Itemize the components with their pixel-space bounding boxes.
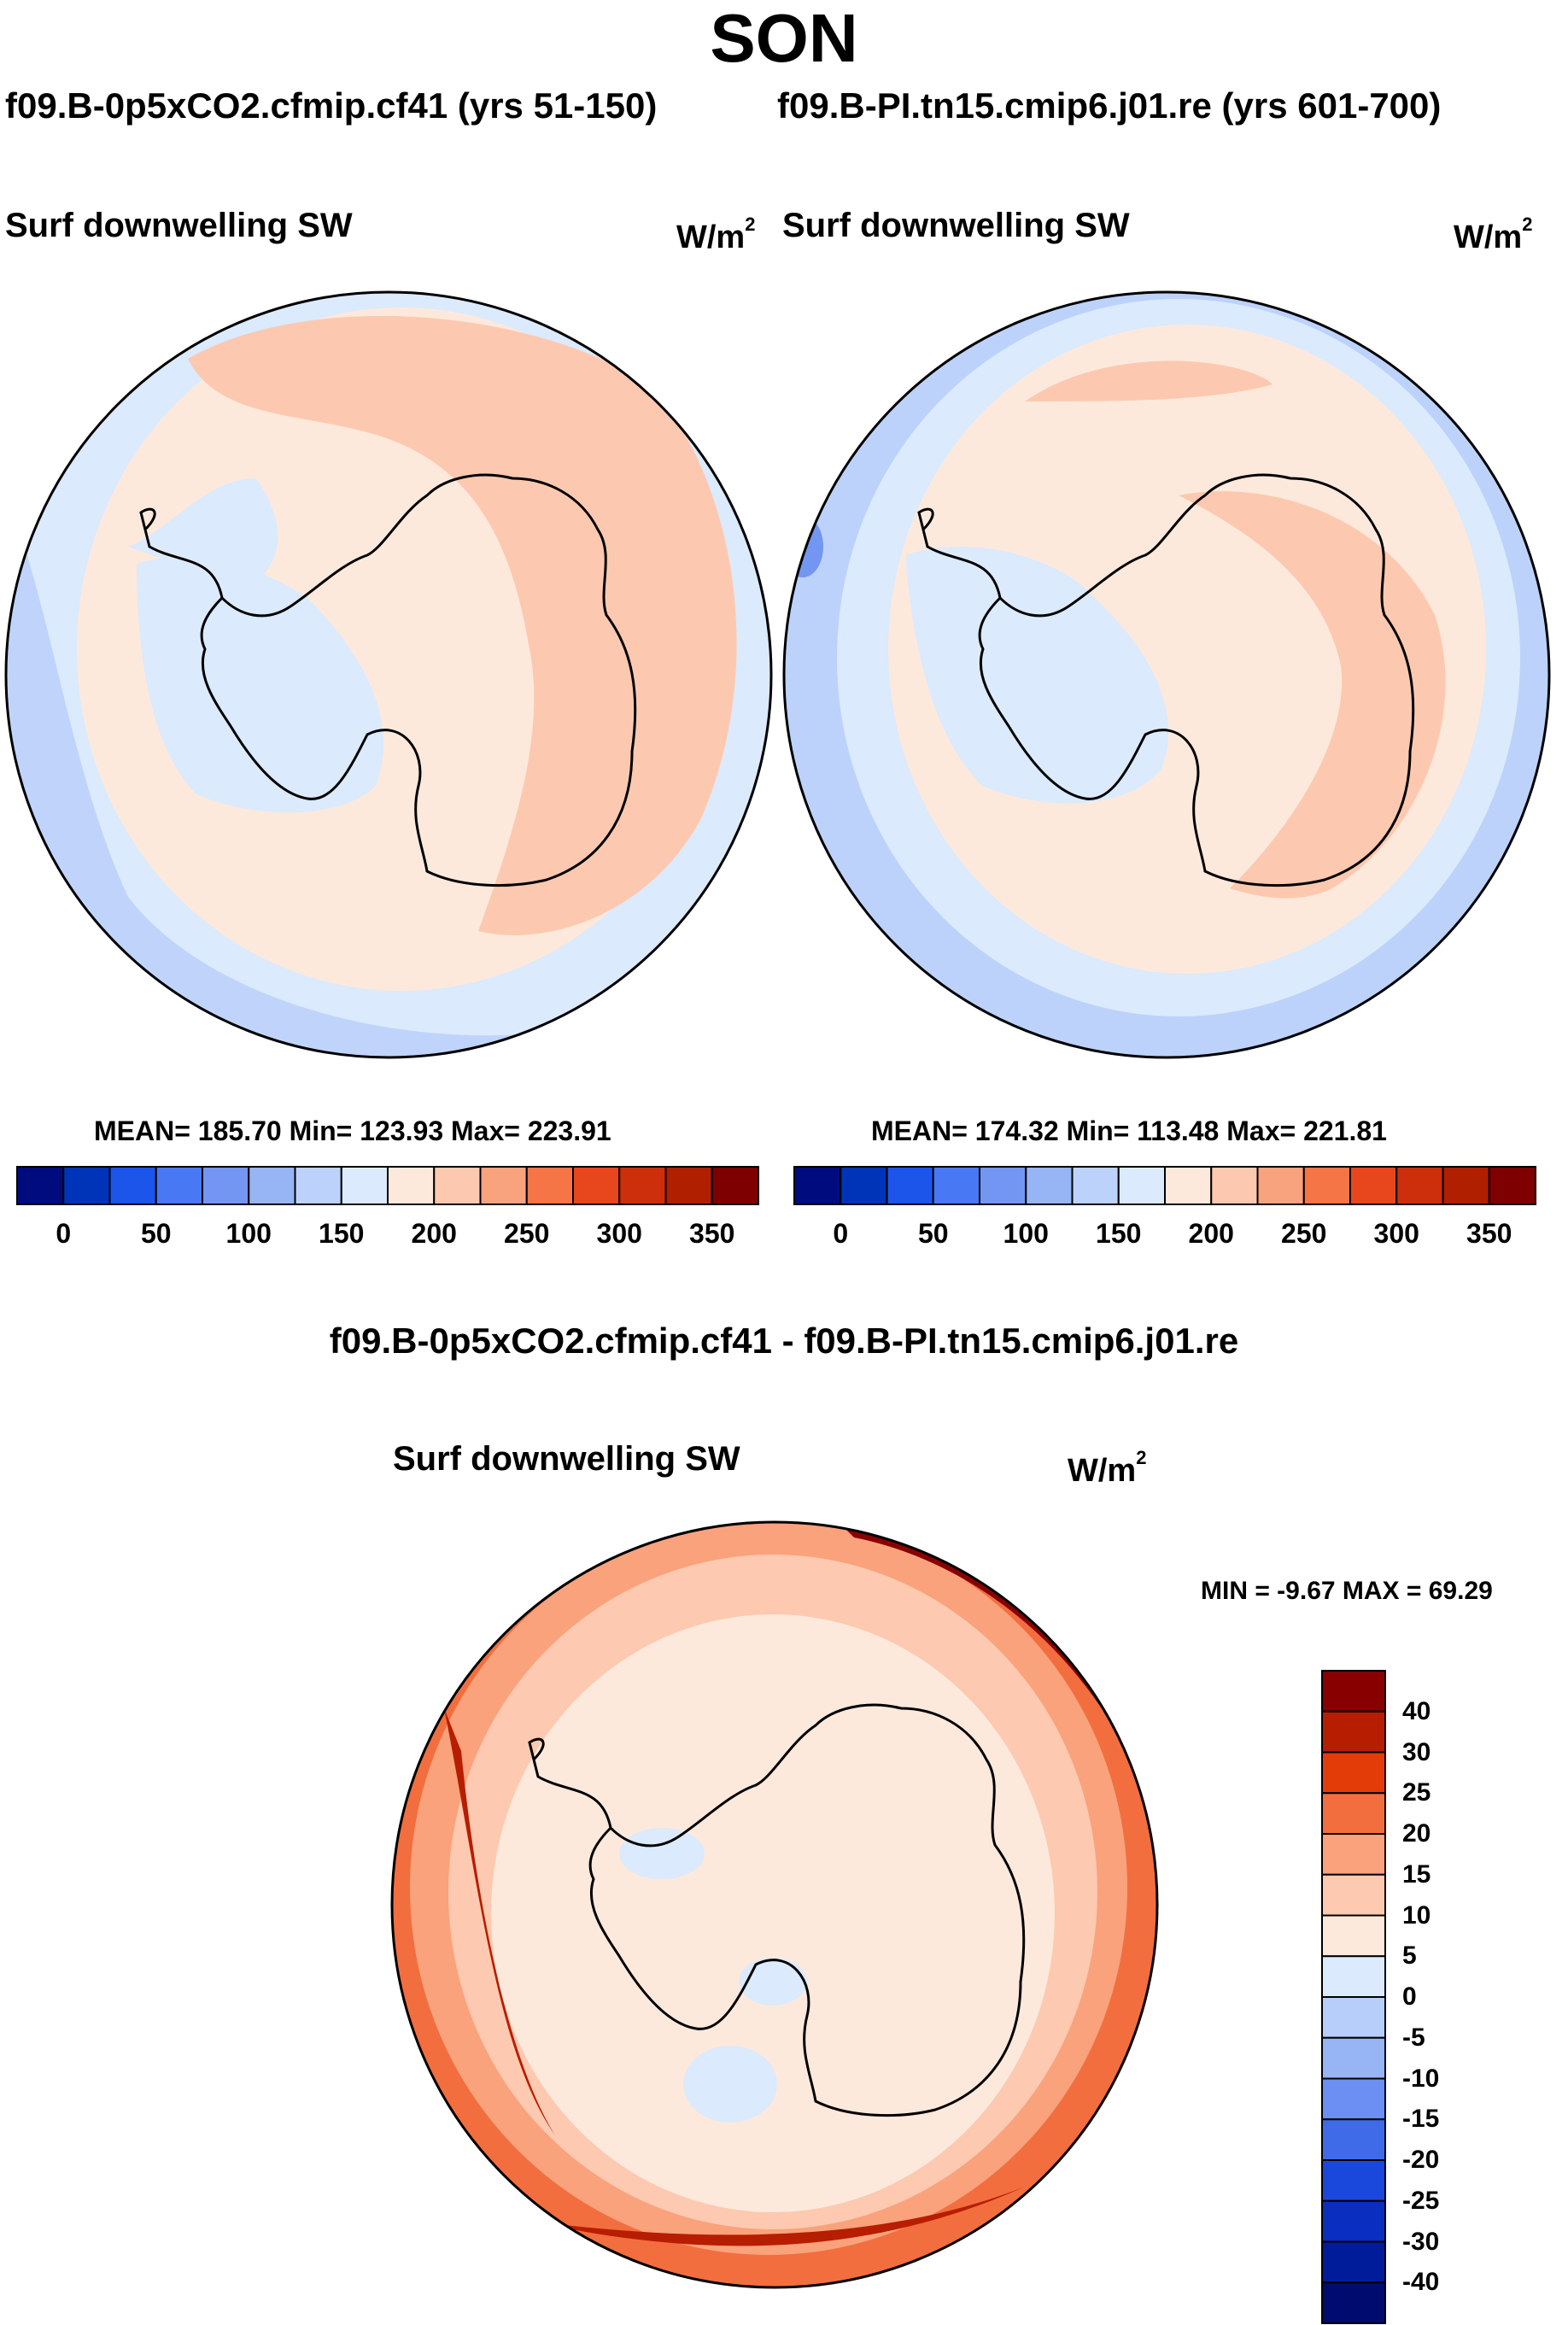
colorbar-tick-label: 300 (596, 1218, 642, 1249)
panel-1-boundary (4, 290, 773, 1059)
panel-1-unit: W/m2 (676, 214, 756, 255)
colorbar-tick-label: 30 (1402, 1737, 1431, 1766)
colorbar-swatch (1321, 2036, 1386, 2080)
panel-1-stats: MEAN= 185.70 Min= 123.93 Max= 223.91 (94, 1116, 611, 1146)
colorbar-swatch (1164, 1166, 1213, 1205)
colorbar-swatch (1321, 1710, 1386, 1754)
colorbar-tick-label: 100 (225, 1218, 272, 1249)
panel-2-coastline (917, 473, 1415, 887)
colorbar-swatch (1321, 2077, 1386, 2121)
colorbar-tick-label: -25 (1402, 2186, 1440, 2215)
colorbar-tick-label: 350 (689, 1218, 735, 1249)
colorbar-tick-label: -30 (1402, 2227, 1440, 2256)
colorbar-swatch (62, 1166, 111, 1205)
colorbar-swatch (387, 1166, 436, 1205)
colorbar-swatch (1256, 1166, 1305, 1205)
colorbar-tick-label: 250 (504, 1218, 550, 1249)
colorbar-tick-label: 350 (1466, 1218, 1512, 1249)
colorbar-tick-label: -40 (1402, 2268, 1440, 2297)
colorbar-swatch (886, 1166, 934, 1205)
colorbar-swatch (155, 1166, 203, 1205)
colorbar-tick-label: 0 (56, 1218, 72, 1249)
figure-title: SON (710, 0, 858, 76)
colorbar-tick-label: 0 (1402, 1982, 1417, 2011)
panel-1-variable: Surf downwelling SW (5, 207, 353, 244)
colorbar-swatch (1321, 2118, 1386, 2161)
panel-2-boundary (782, 290, 1551, 1059)
colorbar-swatch (618, 1166, 667, 1205)
colorbar-tick-label: 200 (411, 1218, 457, 1249)
colorbar-swatch (294, 1166, 342, 1205)
colorbar-swatch (525, 1166, 574, 1205)
colorbar-swatch (1488, 1166, 1536, 1205)
panel-2-variable: Surf downwelling SW (782, 207, 1130, 244)
colorbar-swatch (979, 1166, 1027, 1205)
colorbar-swatch (1349, 1166, 1398, 1205)
panel-3-coastline (528, 1703, 1026, 2117)
panel-2-stats: MEAN= 174.32 Min= 113.48 Max= 221.81 (871, 1116, 1387, 1146)
colorbar-swatch (711, 1166, 759, 1205)
colorbar-tick-label: 0 (833, 1218, 849, 1249)
colorbar-swatch (840, 1166, 888, 1205)
colorbar-swatch (1321, 2240, 1386, 2284)
case-a-label: f09.B-0p5xCO2.cfmip.cf41 (yrs 51-150) (5, 85, 658, 126)
colorbar-tick-label: 10 (1402, 1900, 1431, 1930)
colorbar-tick-label: 50 (917, 1218, 949, 1249)
colorbar-swatch (1321, 1914, 1386, 1958)
colorbar-tick-label: -5 (1402, 2023, 1425, 2052)
panel-3-stats: MIN = -9.67 MAX = 69.29 (1201, 1577, 1493, 1605)
colorbar-swatch (433, 1166, 482, 1205)
panel-1-coastline (139, 473, 637, 887)
colorbar-tick-label: 250 (1281, 1218, 1327, 1249)
colorbar-tick-label: 25 (1402, 1778, 1431, 1807)
colorbar-swatch (1321, 2281, 1386, 2324)
colorbar-swatch (1442, 1166, 1490, 1205)
colorbar-swatch (1321, 2159, 1386, 2202)
case-b-label: f09.B-PI.tn15.cmip6.j01.re (yrs 601-700) (777, 85, 1442, 126)
colorbar-tick-label: 15 (1402, 1859, 1431, 1889)
colorbar-tick-label: -10 (1402, 2064, 1440, 2093)
colorbar-swatch (793, 1166, 842, 1205)
panel-1-colorbar (16, 1166, 759, 1205)
colorbar-swatch (248, 1166, 296, 1205)
colorbar-swatch (479, 1166, 528, 1205)
colorbar-tick-label: 5 (1402, 1941, 1417, 1971)
colorbar-swatch (202, 1166, 250, 1205)
colorbar-swatch (1321, 1751, 1386, 1795)
colorbar-swatch (1321, 1833, 1386, 1876)
panel-3-unit: W/m2 (1068, 1447, 1147, 1489)
colorbar-swatch (1321, 1996, 1386, 2039)
panel-2-unit: W/m2 (1454, 214, 1533, 255)
colorbar-swatch (108, 1166, 157, 1205)
colorbar-swatch (1321, 1873, 1386, 1917)
colorbar-tick-label: 150 (319, 1218, 365, 1249)
colorbar-tick-label: -15 (1402, 2105, 1440, 2134)
colorbar-swatch (1071, 1166, 1120, 1205)
colorbar-tick-label: 100 (1003, 1218, 1049, 1249)
colorbar-swatch (16, 1166, 65, 1205)
colorbar-tick-label: 50 (140, 1218, 172, 1249)
panel-3-variable: Surf downwelling SW (393, 1440, 740, 1478)
colorbar-tick-label: 150 (1096, 1218, 1142, 1249)
colorbar-swatch (1321, 2199, 1386, 2243)
panel-3-boundary (390, 1520, 1159, 2289)
colorbar-tick-label: -20 (1402, 2146, 1440, 2174)
colorbar-swatch (1321, 1792, 1386, 1835)
panel-2-colorbar (793, 1166, 1536, 1205)
colorbar-swatch (1321, 1955, 1386, 1998)
colorbar-tick-label: 40 (1402, 1696, 1431, 1725)
colorbar-swatch (1321, 1670, 1386, 1713)
colorbar-tick-label: 20 (1402, 1819, 1431, 1848)
diff-title: f09.B-0p5xCO2.cfmip.cf41 - f09.B-PI.tn15… (329, 1321, 1239, 1361)
colorbar-swatch (572, 1166, 621, 1205)
colorbar-tick-label: 200 (1188, 1218, 1234, 1249)
panel-3-colorbar (1321, 1670, 1386, 2324)
colorbar-tick-label: 300 (1373, 1218, 1419, 1249)
